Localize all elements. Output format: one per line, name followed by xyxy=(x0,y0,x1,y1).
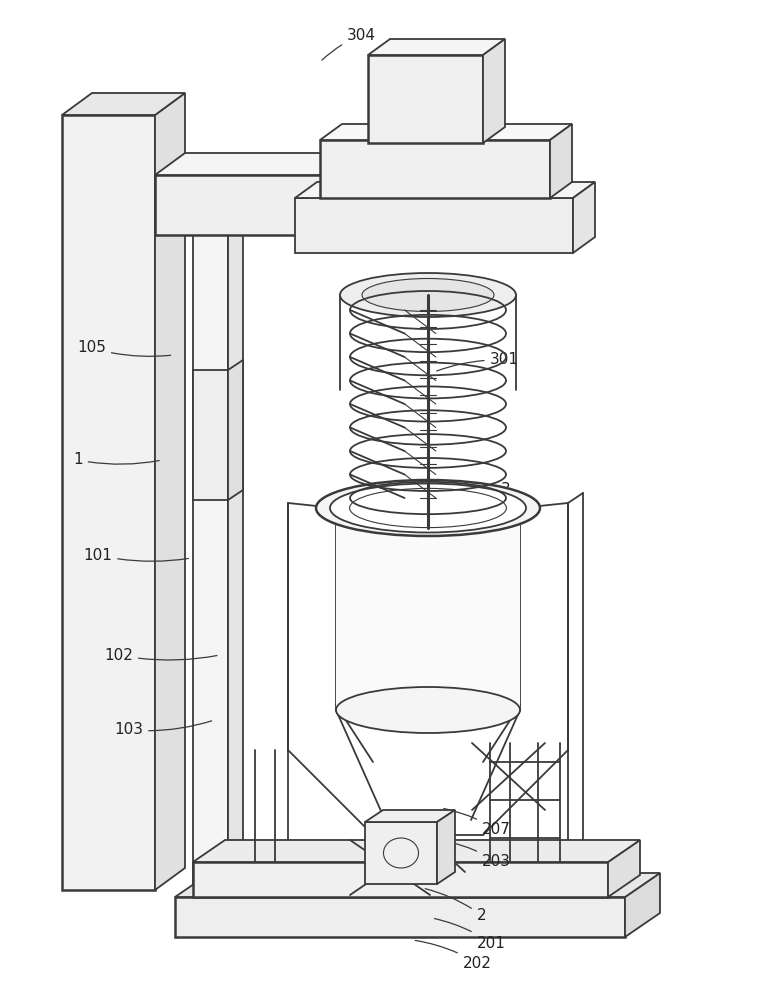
Polygon shape xyxy=(573,182,595,253)
Text: 203: 203 xyxy=(444,841,511,869)
Ellipse shape xyxy=(349,488,507,528)
Polygon shape xyxy=(550,124,572,198)
Ellipse shape xyxy=(330,484,526,532)
Text: 2: 2 xyxy=(425,889,486,922)
Text: 101: 101 xyxy=(83,548,188,562)
Polygon shape xyxy=(437,810,455,884)
Polygon shape xyxy=(295,182,595,198)
Text: 1: 1 xyxy=(73,452,159,468)
Polygon shape xyxy=(155,175,480,235)
Ellipse shape xyxy=(336,687,520,733)
Text: 302: 302 xyxy=(431,672,513,690)
Polygon shape xyxy=(155,93,185,890)
Polygon shape xyxy=(368,39,505,55)
Ellipse shape xyxy=(316,480,540,536)
Text: 304: 304 xyxy=(322,27,376,60)
Polygon shape xyxy=(608,840,640,897)
Ellipse shape xyxy=(340,273,516,317)
Text: 305: 305 xyxy=(439,205,524,221)
Text: 3: 3 xyxy=(458,483,511,497)
Polygon shape xyxy=(295,198,573,253)
Polygon shape xyxy=(175,873,660,897)
Polygon shape xyxy=(320,140,550,198)
Polygon shape xyxy=(228,210,243,885)
Text: 102: 102 xyxy=(104,648,217,662)
Polygon shape xyxy=(625,873,660,937)
Polygon shape xyxy=(365,822,437,884)
Text: 103: 103 xyxy=(114,721,212,738)
Text: 206: 206 xyxy=(436,697,513,712)
Polygon shape xyxy=(365,810,455,822)
Bar xyxy=(336,508,520,710)
Polygon shape xyxy=(483,39,505,143)
Polygon shape xyxy=(480,153,510,235)
Polygon shape xyxy=(368,55,483,143)
Text: 205: 205 xyxy=(418,640,513,660)
Text: 201: 201 xyxy=(435,919,505,950)
Text: 301: 301 xyxy=(436,353,519,371)
Polygon shape xyxy=(155,153,510,175)
Ellipse shape xyxy=(362,278,494,312)
Polygon shape xyxy=(228,360,243,500)
Polygon shape xyxy=(320,124,572,140)
Polygon shape xyxy=(62,93,185,115)
Polygon shape xyxy=(193,862,608,897)
Text: 105: 105 xyxy=(77,340,170,356)
Polygon shape xyxy=(175,897,625,937)
Polygon shape xyxy=(193,220,228,885)
Text: 202: 202 xyxy=(416,940,491,970)
Polygon shape xyxy=(62,115,155,890)
Text: 207: 207 xyxy=(444,809,510,838)
Polygon shape xyxy=(193,840,640,862)
Polygon shape xyxy=(193,370,228,500)
